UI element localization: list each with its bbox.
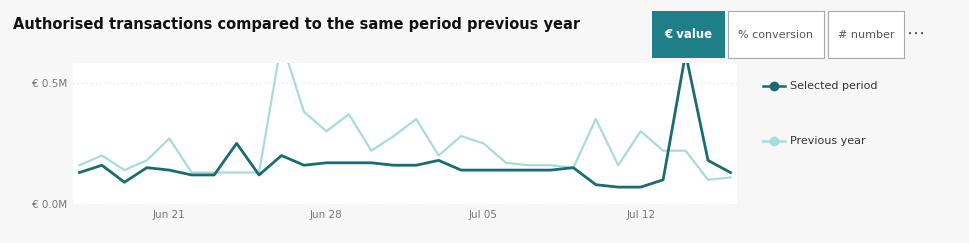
Text: ⋯: ⋯ bbox=[906, 25, 923, 43]
Text: Authorised transactions compared to the same period previous year: Authorised transactions compared to the … bbox=[13, 17, 579, 32]
Text: Previous year: Previous year bbox=[789, 136, 864, 146]
Text: Selected period: Selected period bbox=[789, 81, 876, 91]
Text: % conversion: % conversion bbox=[737, 30, 813, 40]
Text: € value: € value bbox=[664, 28, 711, 41]
Text: # number: # number bbox=[837, 30, 893, 40]
